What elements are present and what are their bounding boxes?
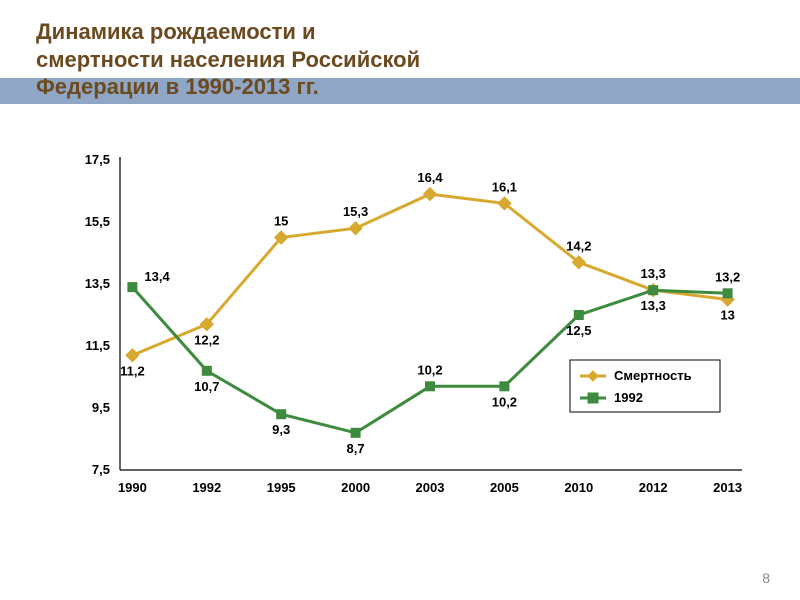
svg-text:11,5: 11,5: [85, 338, 110, 353]
svg-text:14,2: 14,2: [566, 238, 591, 253]
svg-text:2000: 2000: [341, 480, 370, 495]
svg-text:13,3: 13,3: [641, 298, 666, 313]
svg-text:11,2: 11,2: [120, 363, 145, 378]
svg-text:Смертность: Смертность: [614, 368, 692, 383]
svg-text:8,7: 8,7: [347, 441, 365, 456]
svg-text:2013: 2013: [713, 480, 742, 495]
svg-text:1992: 1992: [192, 480, 221, 495]
svg-text:16,4: 16,4: [417, 170, 443, 185]
slide: Динамика рождаемости и смертности населе…: [0, 0, 800, 600]
svg-text:16,1: 16,1: [492, 179, 517, 194]
svg-text:12,5: 12,5: [566, 323, 591, 338]
svg-text:9,3: 9,3: [272, 422, 290, 437]
svg-text:10,2: 10,2: [417, 362, 442, 377]
svg-text:15,5: 15,5: [85, 214, 110, 229]
svg-text:13,5: 13,5: [85, 276, 110, 291]
svg-text:9,5: 9,5: [92, 400, 110, 415]
svg-text:2010: 2010: [564, 480, 593, 495]
svg-text:1992: 1992: [614, 390, 643, 405]
svg-text:13: 13: [720, 308, 734, 323]
line-chart: 7,5 9,5 11,5 13,5 15,5 17,5 1990 1992 1995 2000 20…: [50, 150, 750, 530]
svg-text:13,2: 13,2: [715, 269, 740, 284]
svg-text:17,5: 17,5: [85, 152, 110, 167]
svg-text:7,5: 7,5: [92, 462, 110, 477]
svg-text:10,2: 10,2: [492, 394, 517, 409]
svg-text:15,3: 15,3: [343, 204, 368, 219]
slide-title: Динамика рождаемости и смертности населе…: [36, 18, 756, 101]
svg-text:1990: 1990: [118, 480, 147, 495]
svg-text:1995: 1995: [267, 480, 296, 495]
chart-svg: 7,5 9,5 11,5 13,5 15,5 17,5 1990 1992 1995 2000 20…: [50, 150, 750, 530]
page-number: 8: [762, 570, 770, 586]
svg-text:2003: 2003: [416, 480, 445, 495]
svg-text:10,7: 10,7: [194, 379, 219, 394]
svg-text:2005: 2005: [490, 480, 519, 495]
svg-text:15: 15: [274, 214, 288, 229]
svg-text:13,4: 13,4: [144, 269, 170, 284]
svg-text:2012: 2012: [639, 480, 668, 495]
svg-text:12,2: 12,2: [194, 332, 219, 347]
svg-text:13,3: 13,3: [641, 266, 666, 281]
